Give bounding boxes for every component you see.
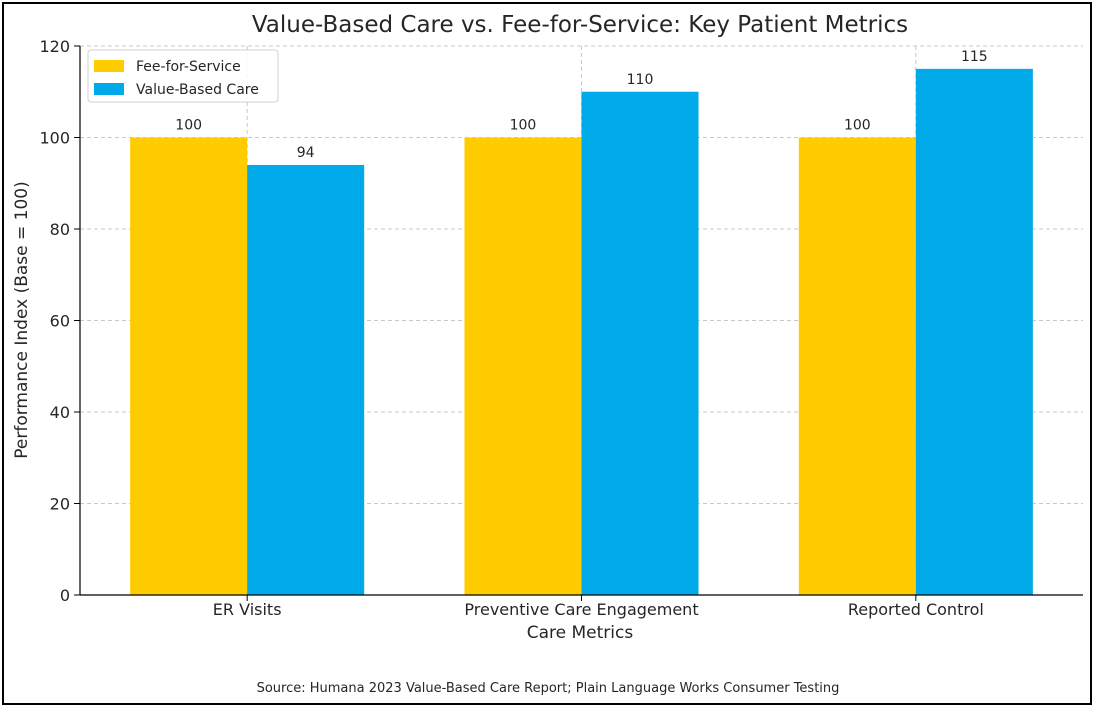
y-axis-label: Performance Index (Base = 100) (12, 181, 32, 459)
x-tick-label: Reported Control (848, 600, 984, 619)
x-tick-label: ER Visits (213, 600, 282, 619)
bar (247, 164, 365, 595)
chart-title: Value-Based Care vs. Fee-for-Service: Ke… (252, 12, 908, 38)
legend-box (87, 49, 279, 103)
y-tick-label: 40 (50, 403, 70, 422)
data-label: 115 (961, 49, 988, 65)
bar (130, 137, 248, 595)
y-tick-label: 0 (60, 586, 70, 605)
y-tick-label: 100 (39, 129, 70, 148)
data-label: 110 (627, 72, 654, 88)
x-tick-label: Preventive Care Engagement (464, 600, 698, 619)
legend-swatch (94, 60, 124, 72)
axes (74, 45, 1083, 601)
y-tick-label: 20 (50, 495, 70, 514)
data-label: 100 (510, 118, 537, 134)
labels: 0 20 40 60 80 100 120 100 100 100 94 110 115 ER Visit… (39, 37, 987, 619)
data-label: 100 (175, 118, 202, 134)
bars (130, 68, 1033, 595)
bar (798, 137, 916, 595)
y-tick-label: 60 (50, 312, 70, 331)
data-label: 100 (844, 118, 871, 134)
bar (581, 91, 699, 595)
y-tick-label: 120 (39, 37, 70, 56)
bar (915, 68, 1033, 595)
source-note: Source: Humana 2023 Value-Based Care Rep… (257, 681, 840, 696)
legend-label: Fee-for-Service (136, 59, 241, 75)
legend-swatch (94, 83, 124, 95)
data-label: 94 (297, 145, 315, 161)
x-axis-label: Care Metrics (527, 623, 634, 643)
bar (464, 137, 582, 595)
legend-label: Value-Based Care (136, 82, 259, 98)
y-tick-label: 80 (50, 220, 70, 239)
legend: Fee-for-Service Value-Based Care (87, 49, 279, 103)
